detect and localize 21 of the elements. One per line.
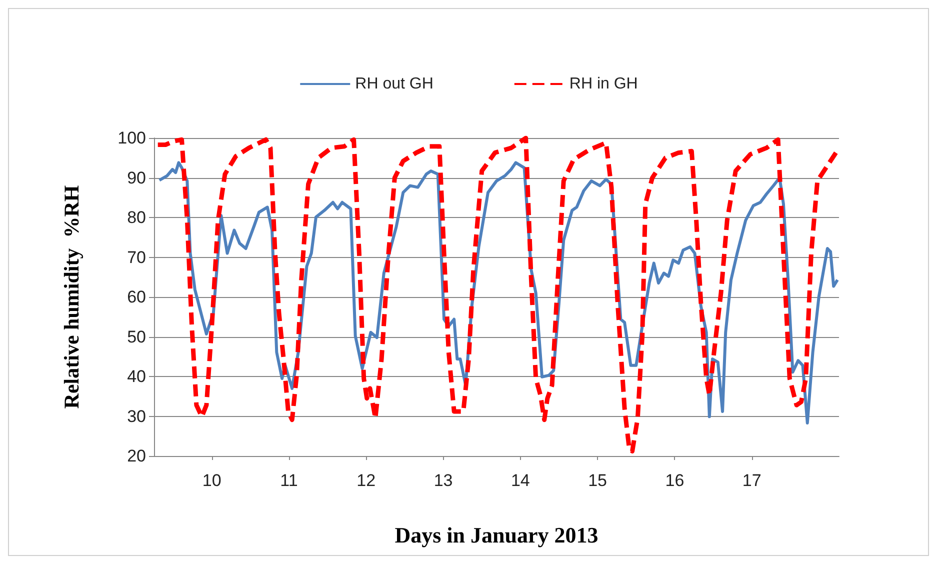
x-tick-label: 11 [280, 471, 298, 490]
x-tick-label: 15 [588, 471, 608, 490]
y-tick-label: 60 [127, 288, 146, 306]
x-tick-label: 13 [434, 471, 453, 490]
y-tick-label: 100 [118, 128, 146, 148]
y-tick-label: 90 [127, 168, 146, 188]
y-tick-label: 40 [127, 367, 146, 386]
x-tick-label: 12 [356, 471, 376, 490]
x-tick-label: 14 [510, 471, 530, 490]
y-tick-label: 20 [127, 446, 146, 466]
y-tick-label: 70 [127, 248, 146, 267]
x-tick-label: 10 [202, 471, 222, 490]
x-tick-label: 17 [742, 471, 762, 490]
y-tick-label: 50 [127, 327, 146, 346]
y-tick-label: 30 [127, 406, 146, 426]
y-tick-label: 80 [127, 208, 146, 227]
x-tick-label: 16 [665, 471, 684, 490]
legend-label: RH out GH [355, 76, 434, 92]
legend-label: RH in GH [569, 76, 638, 92]
x-axis-title: Days in January 2013 [394, 522, 598, 548]
y-axis-title: Relative humidity %RH [60, 185, 84, 409]
